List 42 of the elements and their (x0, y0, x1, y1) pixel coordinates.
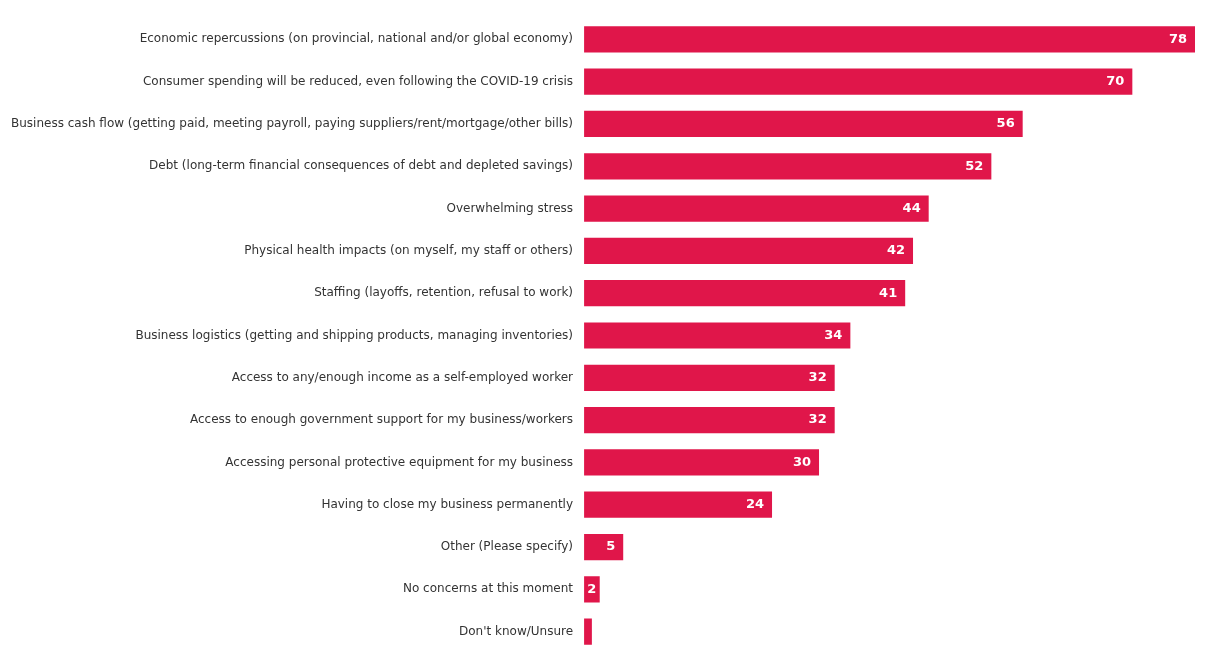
y-tick-label: Access to any/enough income as a self-employed worker (231, 369, 574, 384)
y-tick-label: Access to enough government support for my business/workers (190, 412, 574, 427)
bar (584, 364, 835, 391)
data-label: 34 (824, 326, 843, 342)
data-label: 70 (1106, 73, 1125, 89)
y-tick-label: Consumer spending will be reduced, even following the COVID-19 crisis (142, 73, 574, 88)
data-label: 52 (965, 157, 984, 173)
bar (584, 110, 1023, 138)
y-tick-label: Overwhelming stress (446, 200, 574, 215)
y-tick-label: Business cash flow (getting paid, meeting payroll, paying suppliers/rent/mortgage/other bills) (10, 116, 574, 131)
y-tick-label: Accessing personal protective equipment for my business (225, 454, 574, 469)
bar (584, 322, 851, 349)
y-tick-label: Don't know/Unsure (458, 623, 574, 638)
y-tick-label: Business logistics (getting and shipping products, managing inventories) (135, 327, 574, 342)
bar (584, 68, 1133, 95)
y-tick-label: Physical health impacts (on myself, my staff or others) (244, 243, 574, 258)
bar (584, 237, 914, 264)
data-label: 5 (606, 538, 616, 554)
bar (584, 449, 820, 476)
bar (584, 533, 624, 561)
bar (584, 26, 1195, 53)
data-label: 2 (587, 580, 597, 596)
y-tick-label: Having to close my business permanently (321, 496, 574, 511)
data-label: 42 (886, 242, 906, 258)
data-label: 78 (1168, 30, 1187, 46)
y-tick-label: Economic repercussions (on provincial, national and/or global economy) (139, 31, 574, 46)
data-label: 32 (808, 369, 827, 385)
y-tick-label: Staffing (layoffs, retention, refusal to work) (314, 285, 574, 300)
y-tick-label: No concerns at this moment (402, 581, 574, 596)
data-label: 32 (808, 411, 827, 427)
bar (584, 491, 773, 518)
bar (584, 195, 929, 222)
data-label: 30 (792, 453, 812, 469)
data-label: 44 (902, 199, 921, 215)
bar (584, 407, 835, 434)
bar (584, 153, 992, 180)
data-label: 41 (879, 284, 898, 300)
y-tick-label: Other (Please specify) (440, 539, 574, 554)
data-label: 56 (996, 115, 1015, 131)
y-tick-label: Debt (long-term financial consequences of debt and depleted savings) (149, 158, 574, 173)
bar (584, 280, 906, 307)
data-label: 24 (745, 496, 765, 512)
